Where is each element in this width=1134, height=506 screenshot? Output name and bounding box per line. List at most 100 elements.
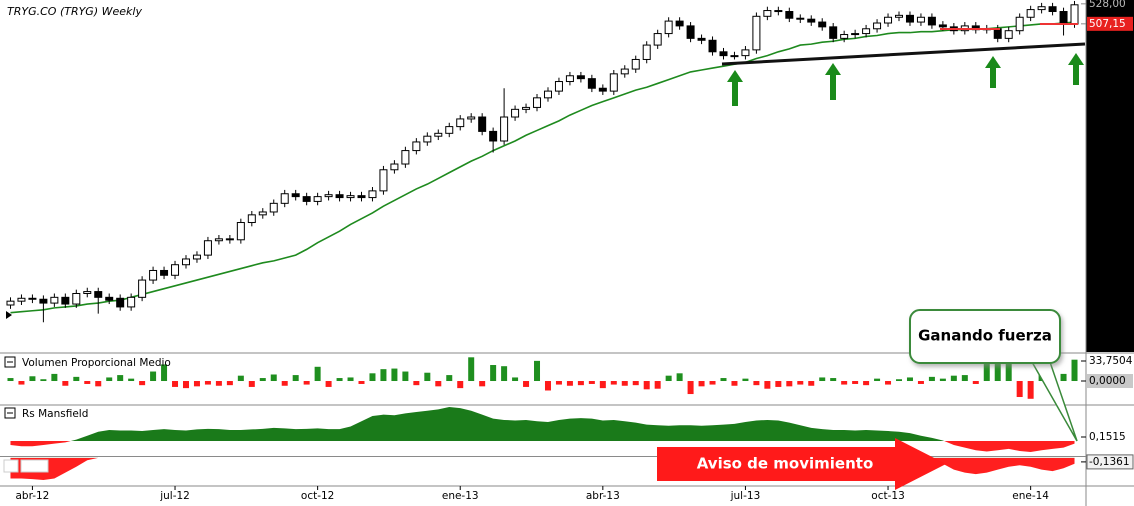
candle-body <box>39 298 48 304</box>
candle-body <box>1026 9 1035 18</box>
volume-bar <box>292 375 299 382</box>
volume-bar <box>457 381 464 389</box>
candle-body <box>500 116 509 142</box>
volume-bar <box>1060 373 1067 382</box>
candle-body <box>181 258 190 266</box>
volume-bar <box>885 381 892 385</box>
candle-body <box>993 28 1002 39</box>
volume-bar <box>161 364 168 382</box>
candle-body <box>620 68 629 75</box>
volume-bar <box>204 381 211 385</box>
candle-body <box>774 10 783 13</box>
volume-bar <box>588 381 595 384</box>
volume-bar <box>906 377 913 382</box>
volume-bar <box>336 378 343 382</box>
volume-bar <box>665 375 672 382</box>
volume-bar <box>380 369 387 382</box>
volume-bar <box>523 381 530 387</box>
volume-bar <box>764 381 771 389</box>
volume-bar <box>994 362 1001 382</box>
candle-body <box>752 15 761 51</box>
chart-title: TRYG.CO (TRYG) Weekly <box>7 5 142 18</box>
volume-bar <box>446 375 453 382</box>
volume-bar <box>128 378 135 382</box>
volume-bar <box>259 378 266 382</box>
volume-bar <box>226 381 233 386</box>
volume-bar <box>972 381 979 384</box>
candle-body <box>302 196 311 202</box>
volume-bar <box>610 381 617 385</box>
candle-body <box>72 292 81 305</box>
volume-bar <box>917 381 924 384</box>
y-tick-label: 507,15 <box>1089 18 1126 30</box>
volume-bar <box>687 381 694 395</box>
panel-box <box>3 459 19 473</box>
volume-bar <box>775 381 782 387</box>
volume-bar <box>73 376 80 382</box>
candle-body <box>346 195 355 199</box>
candle-body <box>938 24 947 28</box>
candle-body <box>225 238 234 241</box>
candle-body <box>884 16 893 24</box>
candle-body <box>1037 6 1046 11</box>
candle-body <box>17 297 26 302</box>
candle-body <box>631 58 640 70</box>
candle-body <box>489 130 498 142</box>
candle-body <box>916 16 925 23</box>
candle-body <box>664 20 673 35</box>
volume-bar <box>95 381 102 387</box>
candle-body <box>511 108 520 118</box>
volume-bar <box>237 375 244 382</box>
candle-body <box>434 132 443 137</box>
candle-body <box>456 118 465 128</box>
volume-bar <box>643 381 650 390</box>
volume-bar <box>797 381 804 385</box>
volume-bar <box>40 379 47 382</box>
x-tick-label: oct-13 <box>871 490 904 502</box>
volume-bar <box>281 381 288 386</box>
x-tick-label: jul-13 <box>730 490 761 502</box>
volume-bar <box>7 378 14 382</box>
indicator-area <box>10 441 1075 453</box>
volume-bar <box>534 360 541 382</box>
arrow-label: Aviso de movimiento <box>697 455 874 473</box>
volume-bar <box>742 378 749 382</box>
volume-bar <box>18 381 25 385</box>
candle-body <box>686 25 695 39</box>
candle-body <box>818 21 827 28</box>
volume-bar <box>325 381 332 387</box>
volume-bar <box>150 371 157 382</box>
candle-body <box>214 238 223 242</box>
x-tick-label: oct-12 <box>301 490 334 502</box>
volume-bar <box>566 381 573 386</box>
candle-body <box>127 296 136 308</box>
volume-bar <box>314 366 321 382</box>
volume-bar <box>84 381 91 384</box>
indicator-area <box>10 407 1075 441</box>
volume-bar <box>215 381 222 386</box>
candle-body <box>105 296 114 301</box>
candle-body <box>642 44 651 60</box>
candle-body <box>401 150 410 165</box>
callout-box <box>909 309 1061 364</box>
volume-bar <box>720 378 727 382</box>
volume-bar <box>599 381 606 389</box>
volume-bar <box>896 379 903 382</box>
candle-body <box>763 10 772 17</box>
candle-body <box>1015 16 1024 32</box>
candle-body <box>1070 4 1079 25</box>
volume-bar <box>654 381 661 389</box>
x-tick-label: ene-14 <box>1012 490 1049 502</box>
candle-body <box>1059 11 1068 25</box>
volume-bar <box>1005 361 1012 382</box>
volume-bar <box>786 381 793 387</box>
volume-bar <box>29 376 36 382</box>
candle-body <box>324 194 333 198</box>
volume-bar <box>830 378 837 382</box>
x-tick-label: ene-13 <box>442 490 479 502</box>
candle-body <box>423 135 432 143</box>
volume-bar <box>479 381 486 387</box>
candle-body <box>390 163 399 171</box>
candle-body <box>116 297 125 308</box>
